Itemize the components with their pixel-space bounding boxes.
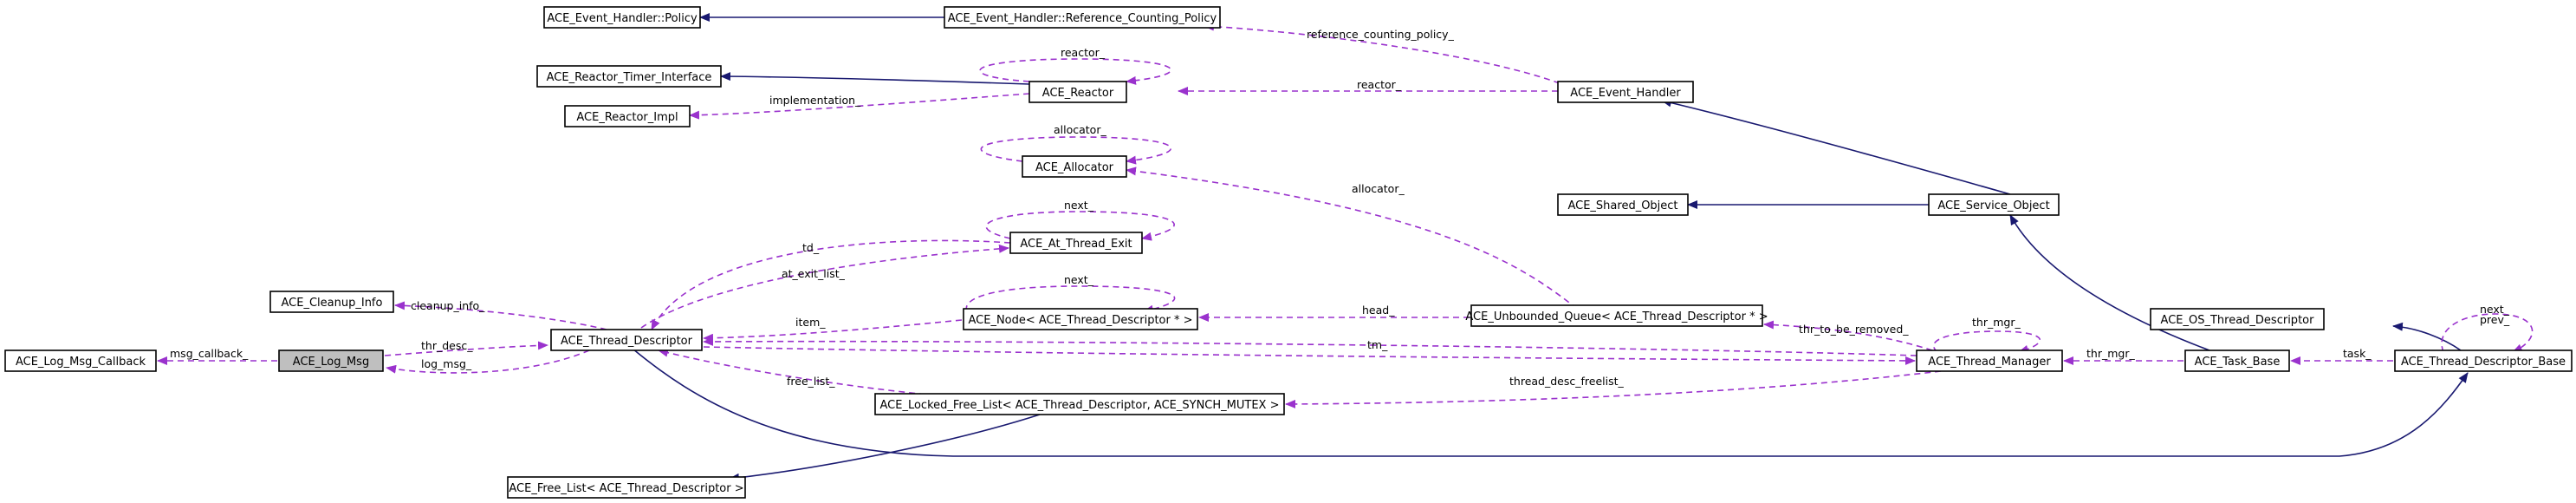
edge-tdbase-self: [2441, 313, 2534, 353]
node-reference-counting-policy-label: ACE_Event_Handler::Reference_Counting_Po…: [948, 12, 1217, 25]
label-implementation: implementation_: [769, 94, 861, 107]
node-thread-manager-label: ACE_Thread_Manager: [1928, 356, 2051, 369]
node-at-thread-exit[interactable]: ACE_At_Thread_Exit: [1009, 232, 1143, 254]
label-thread-desc-freelist: thread_desc_freelist_: [1509, 375, 1624, 388]
edge-eventhandler-refpolicy: [1204, 22, 1561, 84]
edge-lockedfl-td: [658, 348, 937, 396]
label-item: item_: [795, 316, 826, 329]
edge-td-cleanup: [394, 301, 607, 330]
inheritance-edges: [632, 13, 2469, 482]
edge-td-atexit: [640, 244, 1009, 329]
label-task: task_: [2343, 347, 2372, 360]
edge-taskbase-to-service: [2009, 214, 2210, 351]
label-thr-desc: thr_desc_: [421, 339, 473, 352]
node-locked-free-list-label: ACE_Locked_Free_List< ACE_Thread_Descrip…: [880, 399, 1280, 412]
node-thread-descriptor-base[interactable]: ACE_Thread_Descriptor_Base: [2394, 349, 2573, 372]
node-log-msg-callback[interactable]: ACE_Log_Msg_Callback: [4, 349, 157, 372]
node-thread-descriptor-label: ACE_Thread_Descriptor: [561, 335, 693, 348]
node-reactor-timer-interface[interactable]: ACE_Reactor_Timer_Interface: [536, 65, 722, 88]
edge-td-thrmgr: [703, 346, 1916, 365]
edge-td-logmsg: [386, 349, 590, 374]
node-node-thread-descriptor[interactable]: ACE_Node< ACE_Thread_Descriptor * >: [963, 308, 1198, 330]
node-locked-free-list[interactable]: ACE_Locked_Free_List< ACE_Thread_Descrip…: [874, 393, 1285, 415]
node-reference-counting-policy[interactable]: ACE_Event_Handler::Reference_Counting_Po…: [944, 6, 1221, 29]
edge-tdbase-to-ostd: [2392, 322, 2462, 351]
edge-node-td: [703, 319, 963, 343]
label-reference-counting-policy: reference_counting_policy_: [1307, 28, 1455, 41]
label-thr-mgr-self: thr_mgr_: [1972, 316, 2021, 329]
node-allocator[interactable]: ACE_Allocator: [1022, 155, 1127, 178]
node-task-base-label: ACE_Task_Base: [2195, 356, 2281, 369]
node-reactor-timer-interface-label: ACE_Reactor_Timer_Interface: [547, 71, 712, 84]
edge-queue-allocator: [1126, 167, 1578, 310]
node-reactor-label: ACE_Reactor: [1042, 87, 1114, 100]
node-task-base[interactable]: ACE_Task_Base: [2184, 349, 2290, 372]
edge-reactor-impl: [689, 93, 1030, 120]
label-cleanup-info: cleanup_info_: [411, 299, 485, 312]
edge-thrmgr-self: [1932, 330, 2041, 354]
edge-thrmgr-lockedfl: [1285, 370, 1942, 408]
label-head: head_: [1362, 304, 1395, 317]
node-log-msg-label: ACE_Log_Msg: [293, 356, 369, 369]
edge-allocator-self: [980, 136, 1172, 165]
label-tm: tm_: [1367, 338, 1388, 351]
label-at-exit-list: at_exit_list_: [782, 267, 846, 280]
node-event-handler[interactable]: ACE_Event_Handler: [1557, 81, 1694, 103]
edge-thrmgr-queue: [1763, 320, 1933, 351]
edge-td-to-tdbase: [632, 348, 2469, 457]
label-reactor: reactor_: [1357, 78, 1402, 91]
node-thread-manager[interactable]: ACE_Thread_Manager: [1916, 349, 2063, 372]
node-node-thread-descriptor-label: ACE_Node< ACE_Thread_Descriptor * >: [968, 314, 1192, 327]
node-shared-object[interactable]: ACE_Shared_Object: [1557, 193, 1689, 216]
edge-thrmgr-td: [703, 336, 1917, 356]
node-cleanup-info[interactable]: ACE_Cleanup_Info: [269, 291, 394, 313]
edge-node-self: [965, 285, 1176, 314]
label-reactor-self: reactor_: [1061, 46, 1106, 59]
edge-lockedfl-to-freelist: [729, 414, 1041, 482]
node-shared-object-label: ACE_Shared_Object: [1567, 199, 1677, 212]
node-reactor-impl[interactable]: ACE_Reactor_Impl: [564, 105, 691, 127]
node-service-object[interactable]: ACE_Service_Object: [1928, 193, 2060, 216]
node-free-list[interactable]: ACE_Free_List< ACE_Thread_Descriptor >: [507, 476, 746, 499]
edge-reactor-to-timer: [720, 72, 1030, 85]
node-thread-descriptor[interactable]: ACE_Thread_Descriptor: [550, 329, 703, 351]
node-unbounded-queue[interactable]: ACE_Unbounded_Queue< ACE_Thread_Descript…: [1465, 304, 1768, 327]
label-allocator-self: allocator_: [1054, 123, 1106, 136]
label-next-node: next_: [1064, 273, 1094, 286]
node-at-thread-exit-label: ACE_At_Thread_Exit: [1020, 238, 1132, 251]
usage-edges: [157, 22, 2534, 408]
edge-atexit-td: [651, 239, 1011, 330]
edge-reactor-self: [979, 58, 1172, 85]
node-unbounded-queue-label: ACE_Unbounded_Queue< ACE_Thread_Descript…: [1465, 310, 1768, 323]
node-cleanup-info-label: ACE_Cleanup_Info: [282, 297, 383, 310]
node-free-list-label: ACE_Free_List< ACE_Thread_Descriptor >: [509, 482, 743, 495]
node-log-msg-callback-label: ACE_Log_Msg_Callback: [16, 356, 146, 369]
label-thr-mgr: thr_mgr_: [2086, 347, 2135, 360]
edge-logmsg-td: [384, 341, 548, 356]
edge-service-to-eventhandler: [1661, 98, 2011, 195]
node-thread-descriptor-base-label: ACE_Thread_Descriptor_Base: [2401, 356, 2566, 369]
nodes: ACE_Event_Handler::Policy ACE_Event_Hand…: [4, 6, 2573, 499]
node-os-thread-descriptor-label: ACE_OS_Thread_Descriptor: [2161, 314, 2315, 327]
node-allocator-label: ACE_Allocator: [1035, 161, 1114, 174]
node-reactor[interactable]: ACE_Reactor: [1028, 81, 1127, 103]
label-td: td_: [802, 241, 820, 254]
node-policy[interactable]: ACE_Event_Handler::Policy: [543, 6, 701, 29]
edge-labels: reference_counting_policy_ reactor_ reac…: [170, 28, 2510, 388]
label-prev-base: prev_: [2480, 313, 2510, 326]
node-service-object-label: ACE_Service_Object: [1937, 199, 2049, 212]
node-policy-label: ACE_Event_Handler::Policy: [547, 12, 698, 25]
node-os-thread-descriptor[interactable]: ACE_OS_Thread_Descriptor: [2150, 308, 2325, 330]
label-free-list: free_list_: [787, 375, 835, 388]
label-next-base: next_: [2480, 303, 2510, 316]
label-msg-callback: msg_callback_: [170, 347, 249, 360]
node-log-msg[interactable]: ACE_Log_Msg: [278, 349, 384, 372]
label-allocator: allocator_: [1352, 182, 1405, 195]
label-next-atexit: next_: [1064, 199, 1094, 212]
label-thr-to-be-removed: thr_to_be_removed_: [1799, 323, 1909, 336]
node-event-handler-label: ACE_Event_Handler: [1570, 87, 1681, 100]
node-reactor-impl-label: ACE_Reactor_Impl: [576, 111, 678, 124]
label-log-msg: log_msg_: [421, 357, 472, 370]
